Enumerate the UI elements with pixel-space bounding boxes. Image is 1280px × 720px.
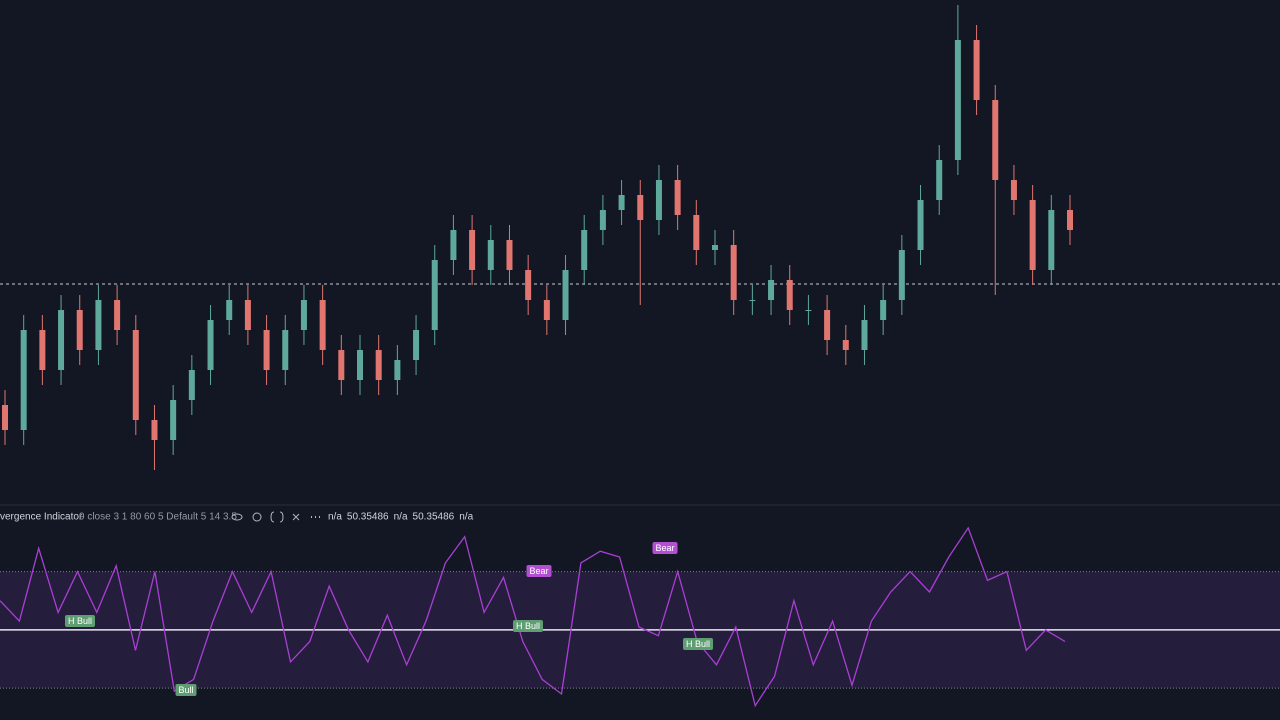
candle-body <box>1029 200 1036 270</box>
candle-body <box>973 40 980 100</box>
candle-body <box>151 420 158 440</box>
label-text: H Bull <box>516 621 540 631</box>
candle-body <box>805 310 812 311</box>
candle-body <box>188 370 195 400</box>
candle-body <box>244 300 251 330</box>
label-text: Bear <box>529 566 548 576</box>
candle-body <box>132 330 139 420</box>
settings-icon[interactable] <box>252 512 262 522</box>
candle-body <box>786 280 793 310</box>
divergence-label: H Bull <box>512 620 544 632</box>
candle-body <box>842 340 849 350</box>
candle-body <box>1010 180 1017 200</box>
readout-value: n/a <box>394 512 408 523</box>
candle-body <box>1048 210 1055 270</box>
candle-body <box>76 310 83 350</box>
label-text: Bull <box>178 685 193 695</box>
label-text: Bear <box>655 543 674 553</box>
candle-body <box>674 180 681 215</box>
candle-body <box>581 230 588 270</box>
candle-body <box>936 160 943 200</box>
candle-body <box>375 350 382 380</box>
indicator-name: vergence Indicator <box>0 512 83 523</box>
candle-body <box>469 230 476 270</box>
candle-body <box>58 310 65 370</box>
candle-body <box>300 300 307 330</box>
readout-value: n/a <box>459 512 473 523</box>
indicator-params: 9 close 3 1 80 60 5 Default 5 14 3.5 <box>79 512 237 523</box>
candle-body <box>562 270 569 320</box>
candle-body <box>898 250 905 300</box>
candle-body <box>1067 210 1073 230</box>
divergence-label: H Bull <box>64 615 96 627</box>
candle-body <box>917 200 924 250</box>
candle-body <box>954 40 961 160</box>
eye-icon[interactable] <box>231 513 243 521</box>
candle-body <box>880 300 887 320</box>
label-box <box>526 565 552 577</box>
candle-body <box>450 230 457 260</box>
divergence-label: Bear <box>526 565 552 577</box>
candle-body <box>861 320 868 350</box>
candle-body <box>637 195 644 220</box>
readout-value: n/a <box>328 512 342 523</box>
candle-body <box>39 330 46 370</box>
candle-body <box>824 310 831 340</box>
label-box <box>64 615 96 627</box>
divergence-label: H Bull <box>682 638 714 650</box>
candle-body <box>693 215 700 250</box>
candle-body <box>226 300 233 320</box>
divergence-label: Bull <box>175 684 197 696</box>
candle-body <box>543 300 550 320</box>
candle-body <box>599 210 606 230</box>
candle-body <box>712 245 718 250</box>
candle-body <box>338 350 345 380</box>
label-box <box>682 638 714 650</box>
candle-body <box>282 330 289 370</box>
candle-body <box>263 330 270 370</box>
remove-icon[interactable] <box>292 513 300 521</box>
readout-value: 50.35486 <box>413 512 455 523</box>
candle-body <box>655 180 662 220</box>
candle-body <box>207 320 214 370</box>
candle-body <box>114 300 121 330</box>
candle-body <box>618 195 625 210</box>
label-text: H Bull <box>686 639 710 649</box>
legend-icons[interactable] <box>231 511 320 523</box>
label-box <box>175 684 197 696</box>
candle-body <box>431 260 438 330</box>
legend: vergence Indicator 9 close 3 1 80 60 5 D… <box>0 511 320 523</box>
candle-body <box>992 100 999 180</box>
label-box <box>652 542 678 554</box>
candle-body <box>487 240 494 270</box>
source-icon[interactable] <box>270 511 284 523</box>
candle-body <box>730 245 737 300</box>
candle-body <box>394 360 401 380</box>
label-text: H Bull <box>68 616 92 626</box>
candle-body <box>768 280 775 300</box>
candle-body <box>20 330 27 430</box>
candle-body <box>525 270 532 300</box>
candle-body <box>95 300 102 350</box>
readout-value: 50.35486 <box>347 512 389 523</box>
candle-body <box>749 300 756 301</box>
candle-body <box>357 350 363 380</box>
candle-body <box>170 400 177 440</box>
candle-body <box>413 330 420 360</box>
candle-body <box>319 300 326 350</box>
candle-body <box>2 405 8 430</box>
label-box <box>512 620 544 632</box>
candle-body <box>506 240 513 270</box>
divergence-label: Bear <box>652 542 678 554</box>
